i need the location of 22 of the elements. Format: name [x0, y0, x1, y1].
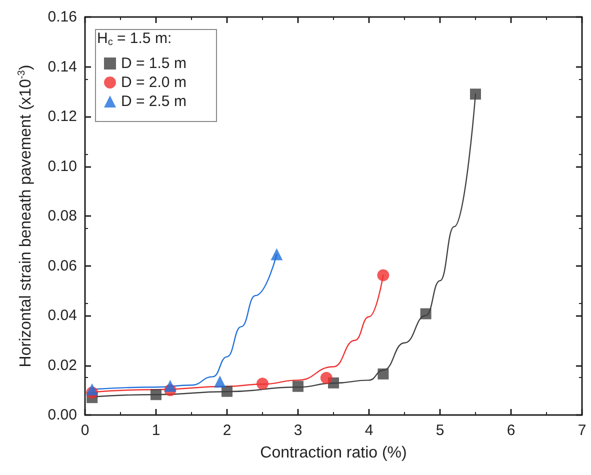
y-tick-label: 0.06	[48, 257, 77, 274]
legend-label: D = 2.5 m	[121, 93, 186, 110]
x-tick-label: 2	[222, 422, 232, 439]
y-tick-label: 0.10	[48, 158, 77, 175]
x-axis-title: Contraction ratio (%)	[260, 444, 407, 462]
y-tick-label: 0.16	[48, 8, 77, 26]
x-tick-label: 6	[506, 422, 516, 439]
x-tick-label: 7	[578, 422, 586, 439]
legend-label: D = 2.0 m	[121, 74, 186, 91]
y-tick-label: 0.12	[48, 108, 77, 125]
x-tick-label: 5	[436, 422, 444, 439]
y-tick-label: 0.08	[48, 208, 77, 224]
x-tick-label: 1	[152, 422, 160, 439]
y-axis-title: Horizontal strain beneath pavement (x10-3)	[16, 64, 34, 368]
y-tick-label: 0.00	[48, 406, 77, 424]
y-tick-label: 0.04	[48, 307, 77, 324]
y-tick-label: 0.02	[48, 356, 77, 374]
x-tick-label: 3	[294, 422, 302, 439]
y-tick-label: 0.14	[48, 58, 77, 76]
x-tick-label: 0	[80, 422, 90, 439]
x-tick-label: 4	[364, 422, 374, 439]
legend-label: D = 1.5 m	[121, 55, 186, 72]
